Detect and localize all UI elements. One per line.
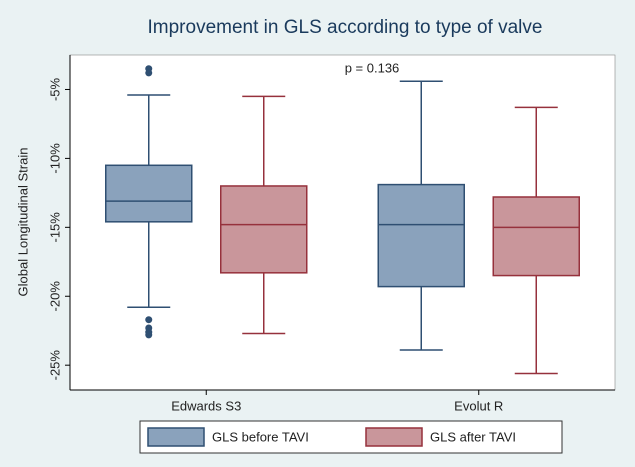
y-tick-label: -15% bbox=[47, 212, 62, 243]
legend bbox=[139, 420, 563, 454]
y-tick-label: -5% bbox=[47, 77, 62, 101]
outlier bbox=[145, 331, 153, 339]
annotation: p = 0.136 bbox=[345, 60, 400, 75]
chart-title: Improvement in GLS according to type of … bbox=[148, 17, 543, 38]
x-tick-label: Evolut R bbox=[454, 398, 503, 413]
box bbox=[492, 196, 580, 277]
legend-label: GLS before TAVI bbox=[212, 429, 309, 444]
x-tick-label: Edwards S3 bbox=[171, 398, 241, 413]
box bbox=[105, 164, 193, 223]
box bbox=[377, 183, 465, 288]
box bbox=[220, 185, 308, 274]
legend-swatch bbox=[147, 427, 205, 447]
y-axis-label: Global Longitudinal Strain bbox=[15, 148, 30, 297]
legend-swatch bbox=[365, 427, 423, 447]
y-tick-label: -20% bbox=[47, 281, 62, 312]
y-tick-label: -10% bbox=[47, 143, 62, 174]
y-tick-label: -25% bbox=[47, 350, 62, 381]
legend-label: GLS after TAVI bbox=[430, 429, 516, 444]
outlier bbox=[145, 69, 153, 77]
outlier bbox=[145, 316, 153, 324]
